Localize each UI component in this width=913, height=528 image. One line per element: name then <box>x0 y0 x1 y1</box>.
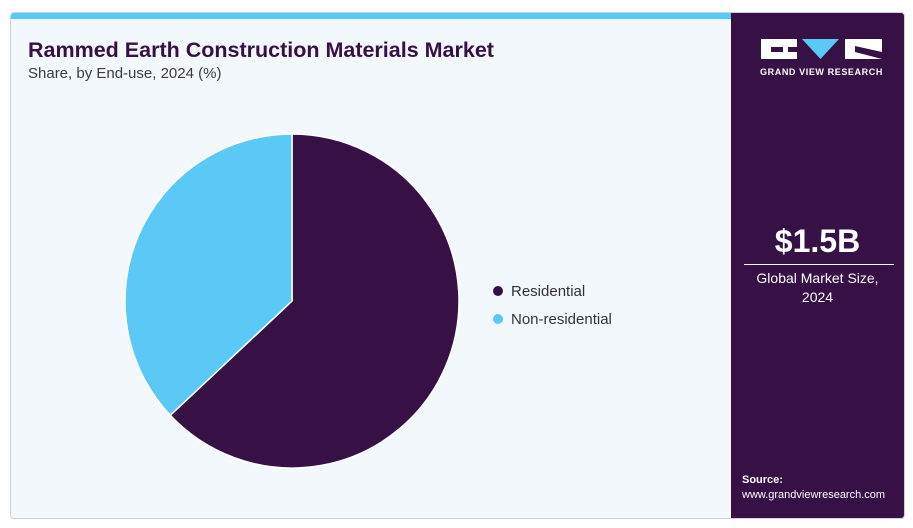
pie-slice-non-residential <box>124 133 293 417</box>
accent-top-bar <box>11 13 731 19</box>
report-card: Rammed Earth Construction Materials Mark… <box>10 12 905 519</box>
chart-title: Rammed Earth Construction Materials Mark… <box>28 38 494 62</box>
market-size-label-line1: Global Market Size, <box>756 270 879 286</box>
pie-slice-residential <box>169 133 460 469</box>
market-size-label: Global Market Size, 2024 <box>731 269 904 307</box>
brand-name: GRAND VIEW RESEARCH <box>760 67 883 77</box>
brand-logo: GRAND VIEW RESEARCH <box>759 37 884 77</box>
divider <box>744 264 894 265</box>
chart-panel: Rammed Earth Construction Materials Mark… <box>11 19 731 518</box>
chart-subtitle: Share, by End-use, 2024 (%) <box>28 65 222 82</box>
source-url: www.grandviewresearch.com <box>742 489 886 501</box>
legend-dot-icon <box>493 314 503 324</box>
pie-slices <box>124 133 460 469</box>
source-title: Source: <box>742 474 783 486</box>
chart-legend: Residential Non-residential <box>493 277 612 333</box>
legend-label: Residential <box>511 282 586 300</box>
market-size-value: $1.5B <box>774 223 861 259</box>
info-sidebar: GRAND VIEW RESEARCH $1.5B Global Market … <box>731 13 904 518</box>
legend-dot-icon <box>493 286 503 296</box>
pie-chart <box>124 133 460 469</box>
legend-item-non-residential: Non-residential <box>493 305 612 333</box>
legend-item-residential: Residential <box>493 277 612 305</box>
market-size-label-line2: 2024 <box>801 289 834 305</box>
gvr-logo-icon <box>761 39 882 59</box>
legend-label: Non-residential <box>511 310 612 328</box>
